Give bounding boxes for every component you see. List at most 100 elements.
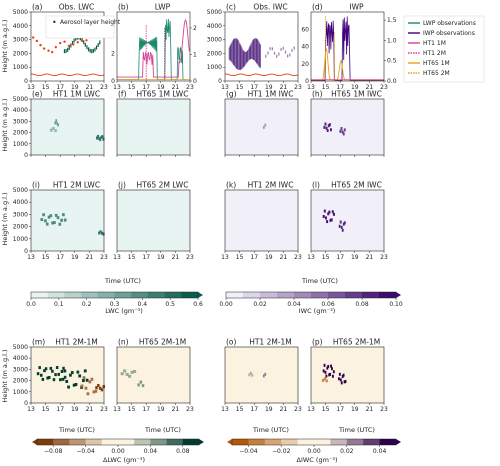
colorbar-cb_dlwc-segment-7 [150, 439, 167, 445]
panel-p-frame [310, 346, 385, 404]
obs-iwc-mark [241, 49, 244, 69]
obs-iwc-mark [252, 40, 254, 60]
x-tick-label-l-3: 19 [351, 254, 359, 261]
panel-o-letter: (o) [226, 338, 237, 347]
dlwc-cell [47, 376, 51, 380]
colorbar-cb_iwc-tick-label-3: 0.06 [321, 301, 335, 308]
colorbar-cb_dlwc-segment-0 [37, 439, 54, 445]
iwc-cell [322, 215, 325, 219]
panel-g-letter: (g) [226, 90, 237, 99]
obs-lwc-mark [79, 36, 82, 41]
obs-iwc-mark [244, 51, 246, 65]
colorbar-cb_dlwc-tick-label-1: −0.04 [76, 448, 95, 455]
colorbar-cb_dlwc-tick-label-2: 0.00 [111, 448, 125, 455]
colorbar-cb_lwc-segment-6 [131, 292, 149, 298]
lwc-cell [95, 136, 98, 140]
dlwc-cell [123, 369, 127, 373]
dlwc-cell [141, 384, 145, 388]
diwc-cell [331, 367, 333, 371]
x-tick-label-o-3: 19 [265, 406, 273, 413]
diwc-cell [328, 373, 331, 377]
x-tick-label-l-4: 21 [366, 254, 374, 261]
panel-g-title: HT1 1M IWC [248, 90, 294, 99]
dlwc-cell [88, 380, 92, 384]
obs-iwc-mark [234, 38, 237, 68]
obs-lwc-mark [84, 42, 86, 47]
x-tick-label-p-2: 17 [336, 406, 344, 413]
lwc-cell [44, 219, 47, 223]
panel-e-frame [30, 98, 105, 156]
obs-iwc-mark [280, 47, 282, 51]
aerosol-point-2 [39, 43, 42, 47]
obs-iwc-mark [240, 45, 242, 70]
colorbar-cb_iwc-segment-6 [328, 292, 346, 298]
diwc-cell [262, 374, 265, 378]
colorbar-cb_lwc-tick-label-2: 0.2 [82, 301, 92, 308]
time-label-row4-p: Time (UTC) [338, 426, 375, 434]
aerosol-point-10 [72, 43, 75, 46]
panel-g-background [225, 99, 298, 155]
panel-h-title: HT65 1M IWC [331, 90, 382, 99]
obs-iwc-mark [278, 52, 280, 56]
x-tick-label-j-4: 21 [172, 254, 180, 261]
colorbar-cb_diwc-segment-0 [232, 439, 249, 445]
colorbar-cb_dlwc-segment-9 [182, 439, 200, 445]
x-tick-label-b-2: 17 [142, 84, 150, 91]
obs-iwc-mark [232, 40, 234, 64]
dlwc-cell [70, 371, 74, 375]
colorbar-cb_iwc-frame [225, 291, 397, 299]
obs-lwc-mark [99, 40, 101, 45]
dlwc-cell [133, 369, 137, 373]
panel-l: (l) HT65 2M IWC 13 15 17 19 21 23 [307, 181, 388, 262]
obs-iwc-mark [276, 54, 278, 58]
x-tick-label-k-4: 21 [280, 254, 288, 261]
x-tick-label-i-4: 21 [86, 254, 94, 261]
panel-c-letter: (c) [226, 3, 236, 12]
obs-iwc-mark [231, 42, 233, 63]
colorbar-cb_diwc-segment-4 [297, 439, 315, 445]
y-tick-label-d-1: 20 [301, 61, 309, 68]
dlwc-cell [82, 376, 86, 380]
colorbar-cb_iwc-segment-8 [362, 292, 380, 298]
aerosol-point-0 [31, 36, 35, 39]
y-tick-label-d-3: 60 [301, 26, 309, 33]
panel-g-frame [224, 98, 299, 156]
y-tick-label-m-3: 3000 [13, 366, 28, 373]
x-tick-label-n-5: 23 [186, 406, 194, 413]
colorbar-cb_diwc-segment-9 [379, 439, 397, 445]
x-tick-label-a-5: 23 [100, 84, 108, 91]
y-tick-label-a-5: 5000 [13, 9, 28, 16]
obs-lwc-mark [70, 43, 72, 48]
panel-m-frame [30, 346, 105, 404]
colorbar-cb_iwc-segment-9 [379, 292, 397, 298]
diwc-cell [332, 370, 335, 374]
dlwc-cell [85, 378, 89, 382]
panel-o-title: HT1 2M-1M [249, 338, 292, 347]
colorbar-cb_dlwc-segment-4 [101, 439, 119, 445]
colorbar-cb_iwc: 0.00 0.02 0.04 0.06 0.08 0.10 [219, 291, 403, 308]
lwc-cell [47, 215, 51, 219]
dlwc-cell [44, 367, 48, 371]
obs-lwc-mark [68, 45, 70, 50]
aerosol-point-9 [67, 44, 71, 48]
diwc-cell [344, 380, 347, 384]
colorbar-cb_iwc-tick-label-5: 0.10 [389, 301, 403, 308]
lwc-cell [98, 136, 101, 140]
x-tick-label-a-4: 21 [86, 84, 94, 91]
y2-tick-label-b-1: 1 [193, 51, 197, 58]
x-tick-label-d-0: 13 [307, 84, 315, 91]
iwc-cell [331, 210, 334, 214]
dlwc-cell [80, 384, 84, 388]
x-tick-label-d-5: 23 [380, 84, 388, 91]
x-tick-label-p-0: 13 [307, 406, 315, 413]
y2-tick-label-d-3: 1.5 [387, 17, 397, 24]
panel-n-title: HT65 2M-1M [139, 338, 186, 347]
colorbar-cb_lwc-segment-5 [114, 292, 132, 298]
obs-iwc-mark [293, 46, 295, 50]
x-tick-label-c-0: 13 [221, 84, 229, 91]
panel-h: (h) HT65 1M IWC [310, 90, 385, 157]
panel-c-frame [224, 11, 299, 82]
x-tick-label-p-5: 23 [380, 406, 388, 413]
colorbar-cb_iwc-extend-right [396, 292, 401, 298]
diwc-cell [327, 364, 330, 368]
